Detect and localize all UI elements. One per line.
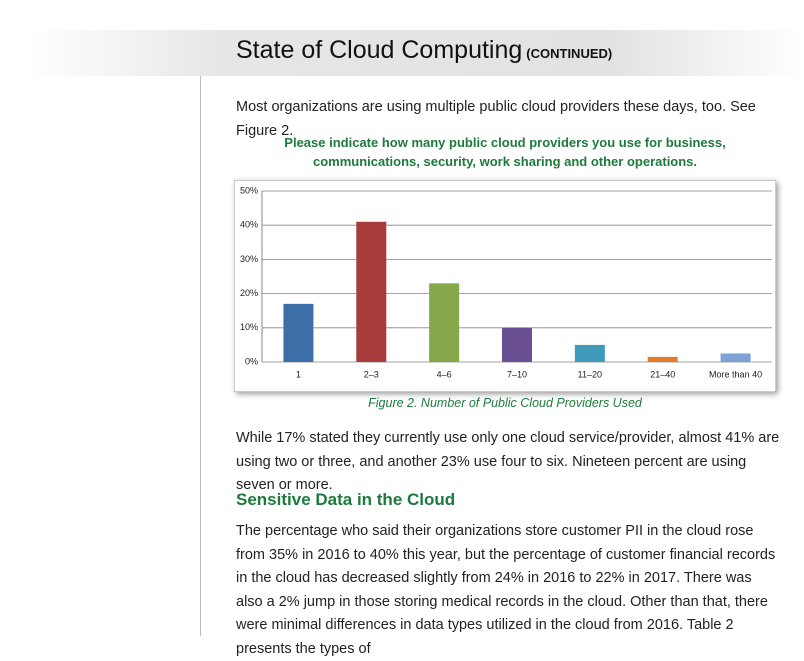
section-heading: Sensitive Data in the Cloud	[236, 490, 456, 509]
paragraph: While 17% stated they currently use only…	[236, 430, 780, 493]
margin-rule	[200, 76, 201, 636]
bar	[502, 327, 532, 362]
y-tick-label: 40%	[240, 220, 258, 230]
header-band	[30, 30, 804, 76]
x-tick-label: 21–40	[650, 369, 675, 379]
x-tick-label: 7–10	[507, 369, 527, 379]
title-text: State of Cloud Computing	[236, 36, 523, 64]
bar	[720, 353, 751, 362]
figure-caption: Figure 2. Number of Public Cloud Provide…	[368, 396, 642, 410]
intro-text: Most organizations are using multiple pu…	[236, 99, 756, 139]
bar	[429, 283, 460, 362]
page: State of Cloud Computing (CONTINUED) Most…	[30, 30, 804, 657]
section-text: The percentage who said their organizati…	[236, 523, 776, 657]
y-tick-label: 30%	[240, 254, 258, 264]
bar	[283, 303, 314, 362]
x-tick-label: 11–20	[578, 369, 602, 379]
x-tick-label: 4–6	[437, 369, 452, 379]
y-tick-label: 20%	[240, 288, 258, 298]
continued-label: (CONTINUED)	[526, 46, 613, 61]
figure-question: Please indicate how many public cloud pr…	[284, 135, 726, 169]
y-tick-label: 0%	[245, 356, 258, 366]
bar	[574, 344, 605, 362]
y-tick-label: 10%	[240, 322, 258, 332]
chart: 0% 10% 20% 30% 40% 50% 1 2–3 4–6 7–10 11–20 21–40 Mo…	[234, 180, 776, 392]
bar	[647, 356, 678, 362]
x-tick-label: 2–3	[364, 369, 379, 379]
x-tick-label: More than 40	[709, 369, 762, 379]
page-title: State of Cloud Computing (CONTINUED)	[236, 36, 612, 65]
x-tick-label: 1	[296, 369, 301, 379]
bar	[356, 221, 387, 362]
y-tick-label: 50%	[240, 185, 258, 195]
